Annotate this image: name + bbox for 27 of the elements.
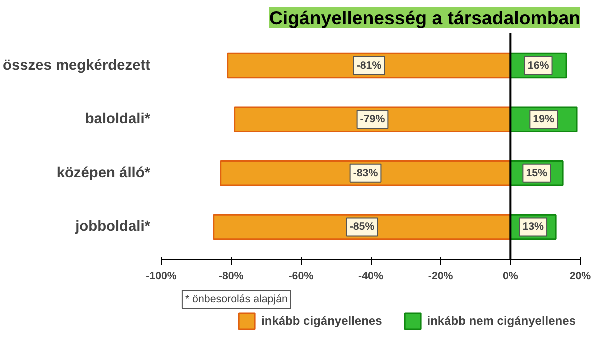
- data-label: 16%: [528, 60, 550, 72]
- data-label: 19%: [533, 114, 556, 126]
- bar: [234, 106, 512, 132]
- x-tick-label: -20%: [428, 270, 454, 282]
- x-tick-label: -60%: [288, 270, 314, 282]
- chart-title: Cigányellenesség a társadalomban: [269, 8, 580, 28]
- data-label: 15%: [526, 167, 548, 180]
- data-label: -83%: [353, 167, 379, 180]
- y-tick-label: középen álló*: [56, 165, 151, 182]
- x-tick-label: 20%: [570, 270, 592, 282]
- x-tick-label: -80%: [218, 270, 244, 282]
- data-label: -85%: [350, 221, 376, 234]
- y-tick-label: jobboldali*: [74, 219, 151, 236]
- x-tick-label: 0%: [502, 270, 519, 282]
- data-label: -79%: [360, 114, 386, 126]
- bar: [227, 52, 512, 79]
- data-label: 13%: [522, 221, 545, 234]
- legend-label: inkább nem cigányellenes: [427, 314, 576, 328]
- text: * önbesorolás alapján: [185, 294, 288, 306]
- x-tick-label: -100%: [146, 270, 178, 282]
- x-tick-label: -40%: [358, 270, 384, 282]
- y-tick-label: baloldali*: [85, 112, 151, 128]
- bar: [213, 214, 512, 240]
- bar: [220, 160, 512, 186]
- data-label: -81%: [356, 60, 382, 72]
- legend-label: inkább cigányellenes: [262, 314, 382, 328]
- y-tick-label: összes megkérdezett: [3, 58, 151, 74]
